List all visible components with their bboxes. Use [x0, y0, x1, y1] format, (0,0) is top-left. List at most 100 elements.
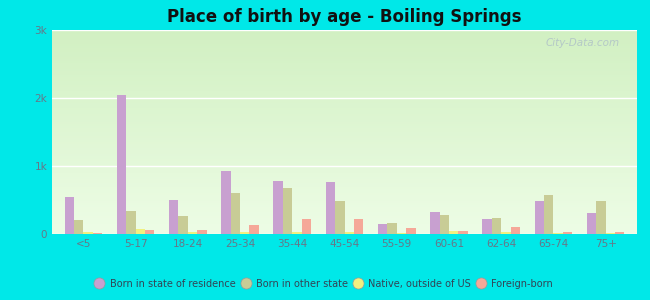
Bar — [197, 230, 207, 234]
Bar — [52, 77, 637, 79]
Bar — [52, 218, 637, 220]
Bar — [52, 97, 637, 99]
Bar — [52, 122, 637, 124]
Bar — [534, 201, 544, 234]
Bar — [52, 73, 637, 75]
Bar — [52, 216, 637, 218]
Bar — [52, 91, 637, 93]
Bar — [52, 199, 637, 201]
Bar — [335, 201, 345, 234]
Bar — [52, 34, 637, 36]
Bar — [511, 226, 520, 234]
Bar — [52, 136, 637, 138]
Bar — [501, 232, 511, 234]
Bar — [52, 32, 637, 34]
Bar — [52, 187, 637, 189]
Bar — [83, 232, 93, 234]
Bar — [596, 201, 606, 234]
Bar — [52, 55, 637, 56]
Bar — [52, 197, 637, 199]
Bar — [492, 218, 501, 234]
Bar — [52, 118, 637, 120]
Bar — [52, 44, 637, 46]
Bar — [52, 150, 637, 152]
Bar — [52, 146, 637, 148]
Bar — [52, 106, 637, 107]
Bar — [221, 171, 231, 234]
Bar — [52, 144, 637, 146]
Bar — [52, 65, 637, 67]
Bar — [231, 193, 240, 234]
Bar — [52, 193, 637, 195]
Bar — [52, 169, 637, 171]
Bar — [544, 195, 553, 234]
Bar — [52, 69, 637, 71]
Bar — [52, 81, 637, 83]
Bar — [52, 142, 637, 144]
Bar — [250, 225, 259, 234]
Bar — [52, 220, 637, 222]
Bar — [52, 206, 637, 208]
Bar — [52, 30, 637, 32]
Bar — [52, 79, 637, 81]
Bar — [52, 40, 637, 42]
Bar — [52, 85, 637, 87]
Bar — [274, 181, 283, 234]
Bar — [52, 126, 637, 128]
Bar — [52, 222, 637, 224]
Bar — [52, 38, 637, 40]
Bar — [52, 56, 637, 58]
Bar — [52, 201, 637, 203]
Bar — [378, 224, 387, 234]
Bar — [52, 208, 637, 209]
Bar — [52, 179, 637, 181]
Bar — [52, 112, 637, 114]
Bar — [52, 181, 637, 183]
Bar — [52, 71, 637, 73]
Bar — [615, 232, 625, 234]
Bar — [52, 232, 637, 234]
Bar — [52, 95, 637, 97]
Bar — [52, 212, 637, 214]
Bar — [52, 158, 637, 160]
Legend: Born in state of residence, Born in other state, Native, outside of US, Foreign-: Born in state of residence, Born in othe… — [94, 276, 556, 292]
Bar — [188, 232, 197, 234]
Bar — [52, 124, 637, 126]
Bar — [64, 196, 74, 234]
Bar — [52, 140, 637, 142]
Bar — [74, 220, 83, 234]
Bar — [52, 83, 637, 85]
Bar — [52, 36, 637, 38]
Bar — [52, 171, 637, 173]
Text: City-Data.com: City-Data.com — [545, 38, 619, 48]
Bar — [145, 230, 155, 234]
Bar — [52, 167, 637, 169]
Bar — [52, 99, 637, 101]
Bar — [52, 152, 637, 154]
Bar — [326, 182, 335, 234]
Bar — [52, 226, 637, 228]
Bar — [52, 120, 637, 122]
Bar — [52, 58, 637, 61]
Bar — [52, 154, 637, 157]
Bar — [52, 230, 637, 232]
Bar — [52, 42, 637, 44]
Bar — [52, 195, 637, 197]
Bar — [52, 214, 637, 216]
Bar — [292, 232, 302, 234]
Bar — [52, 173, 637, 175]
Bar — [52, 75, 637, 77]
Bar — [439, 215, 449, 234]
Bar — [52, 87, 637, 89]
Bar — [52, 175, 637, 177]
Bar — [52, 165, 637, 167]
Bar — [52, 101, 637, 103]
Bar — [52, 63, 637, 65]
Bar — [52, 138, 637, 140]
Bar — [52, 50, 637, 52]
Bar — [52, 163, 637, 165]
Bar — [606, 232, 615, 234]
Bar — [52, 128, 637, 130]
Bar — [52, 134, 637, 136]
Bar — [449, 231, 458, 234]
